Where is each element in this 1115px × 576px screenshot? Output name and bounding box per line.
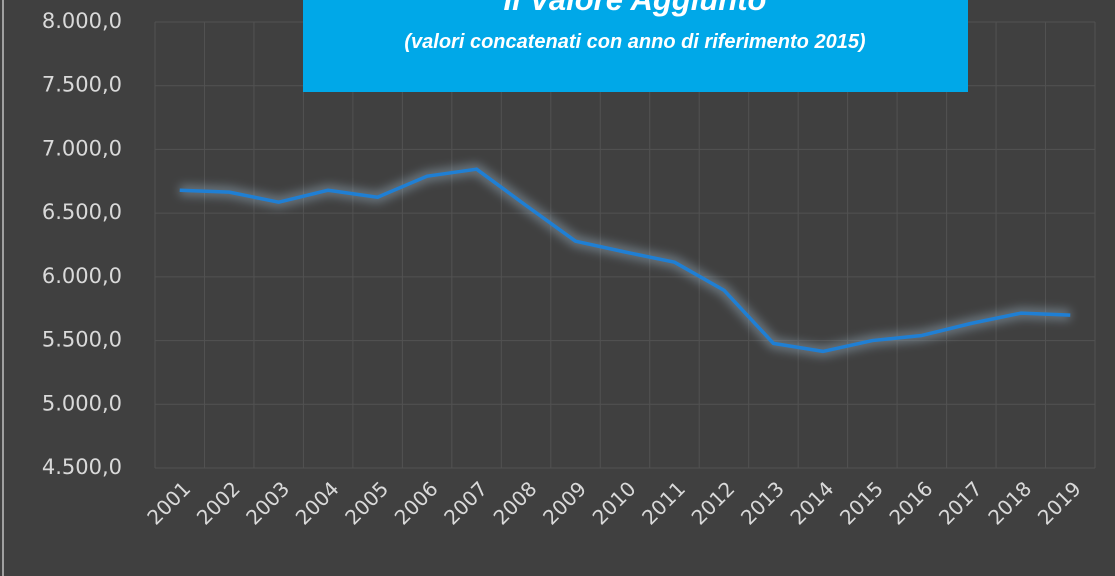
y-tick-label: 7.500,0 xyxy=(42,73,122,97)
y-tick-label: 4.500,0 xyxy=(42,455,122,479)
y-tick-label: 6.500,0 xyxy=(42,200,122,224)
chart-subtitle: (valori concatenati con anno di riferime… xyxy=(404,31,866,53)
y-tick-label: 8.000,0 xyxy=(42,9,122,33)
title-box xyxy=(303,0,968,92)
line xyxy=(179,167,1071,354)
y-tick-label: 5.000,0 xyxy=(42,391,122,415)
y-tick-label: 5.500,0 xyxy=(42,328,122,352)
y-tick-label: 7.000,0 xyxy=(42,136,122,160)
chart-title: Il Valore Aggiunto xyxy=(504,0,767,17)
y-tick-label: 6.000,0 xyxy=(42,264,122,288)
